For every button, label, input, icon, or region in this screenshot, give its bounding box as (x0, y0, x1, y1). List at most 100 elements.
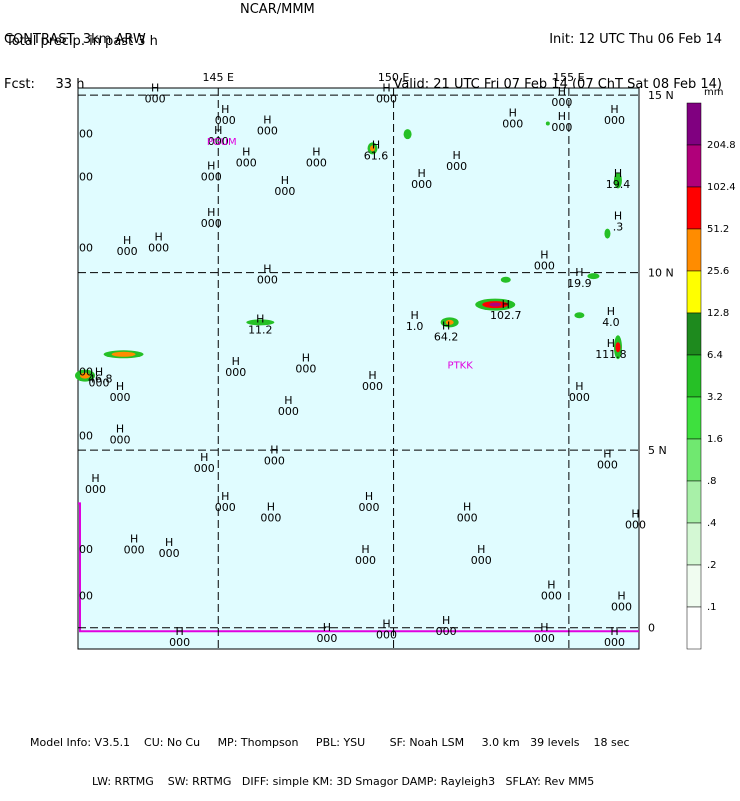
high-marker-value: 000 (551, 96, 572, 109)
header-model-info: CONTRAST 3km ARW Fcst: 33 h (4, 2, 146, 107)
header-field-title: Total precip. in past 3 h (6, 34, 158, 49)
high-marker-label: H (281, 174, 289, 187)
legend-swatch (686, 354, 702, 398)
station-labels: PGUM PTKK (207, 137, 473, 372)
high-marker-label: H (575, 380, 583, 393)
high-marker-value: 000 (159, 547, 180, 560)
high-marker-label: H (221, 490, 229, 503)
legend-swatch (686, 186, 702, 230)
high-marker: H19.4 (606, 167, 631, 191)
high-marker-label: H (91, 472, 99, 485)
high-marker-value: 000 (436, 625, 457, 638)
high-marker-label: H (509, 106, 517, 119)
high-marker-value: 000 (215, 114, 236, 127)
legend-swatch (686, 396, 702, 440)
legend-swatch (686, 228, 702, 272)
high-marker-value: 46.8 (88, 373, 113, 386)
high-marker-label: H (270, 444, 278, 457)
high-marker-label: H (207, 206, 215, 219)
high-marker-label: H (617, 589, 625, 602)
legend-level-label: 25.6 (707, 266, 729, 277)
high-marker-label: H (368, 369, 376, 382)
high-marker-label: H (410, 309, 418, 322)
high-marker-value: 1.0 (406, 320, 424, 333)
longitude-tick-label: 150 E (378, 71, 409, 84)
high-marker-value: 000 (604, 636, 625, 649)
high-marker-value: 000 (169, 636, 190, 649)
legend-unit: mm (704, 87, 723, 98)
axis-labels: 145 E 150 E 155 E 15 N 10 N 5 N 0 (203, 71, 674, 635)
precip-legend: mm 204.8 102.4 51.2 25.6 12.8 6.4 3.2 1.6 .8 .4 .2.… (686, 87, 736, 650)
high-marker-label: H (417, 167, 425, 180)
high-marker-label: H (214, 124, 222, 137)
precip-cell (370, 145, 376, 152)
high-marker: H19.9 (567, 266, 592, 290)
legend-swatch (686, 438, 702, 482)
precip-cell (246, 319, 275, 326)
legend-level-label: .2 (707, 560, 717, 571)
high-marker: H61.6 (364, 138, 389, 162)
high-marker-value: 000 (502, 117, 523, 130)
legend-swatch (686, 606, 702, 650)
high-marker-label: H (547, 579, 555, 592)
high-marker-label: H (155, 231, 163, 244)
high-marker-label: H (372, 138, 380, 151)
high-marker-value: 000 (215, 501, 236, 514)
high-marker-label: H (165, 536, 173, 549)
precip-cell (80, 372, 91, 379)
precip-cell (445, 319, 454, 325)
high-marker-value: 000 (376, 629, 397, 642)
high-marker-value: 19.4 (606, 178, 631, 191)
high-marker-value: 000 (201, 217, 222, 230)
high-marker-label: H (614, 209, 622, 222)
precip-cell (574, 312, 585, 319)
high-marker-value: 000 (551, 121, 572, 134)
edge-value: 00 (79, 128, 93, 141)
coastline-segment (78, 502, 639, 633)
high-marker-value: 000 (457, 512, 478, 525)
latitude-tick-label: 10 N (648, 267, 674, 280)
high-marker-label: H (631, 508, 639, 521)
edge-value: 00 (79, 170, 93, 183)
high-marker-label: H (130, 532, 138, 545)
high-marker-value: 000 (362, 380, 383, 393)
high-marker-label: H (382, 82, 390, 95)
high-marker-label: H (575, 266, 583, 279)
high-marker: H64.2 (434, 319, 459, 343)
legend-swatch (686, 312, 702, 356)
legend-level-label: 6.4 (707, 350, 723, 361)
precip-cell (403, 129, 412, 140)
high-marker-value: 64.2 (434, 330, 459, 343)
high-marker-label: H (558, 85, 566, 98)
high-marker-label: H (207, 160, 215, 173)
precip-cell (587, 273, 600, 280)
edge-value: 00 (79, 241, 93, 254)
high-marker-label: H (116, 380, 124, 393)
precip-cell (613, 172, 622, 189)
latitude-tick-label: 5 N (648, 444, 667, 457)
high-marker-value: 000 (124, 543, 145, 556)
